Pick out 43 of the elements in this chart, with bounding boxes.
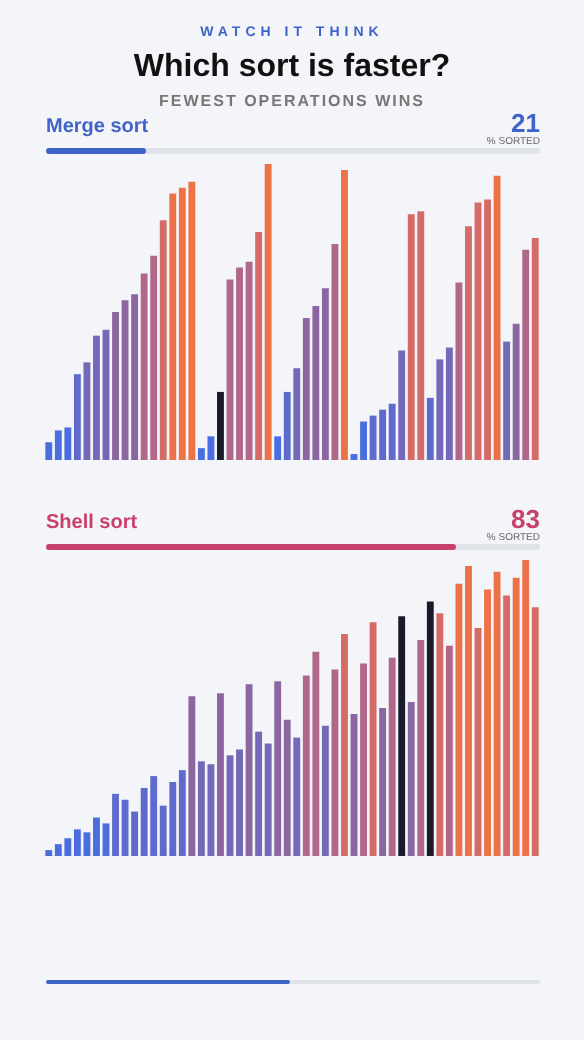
bar (522, 249, 530, 460)
bar (512, 323, 520, 460)
bar (245, 684, 253, 856)
bar (293, 368, 301, 460)
bar (493, 175, 501, 460)
bar (388, 657, 396, 856)
bar (331, 243, 339, 460)
bar (360, 663, 367, 856)
bar (426, 397, 434, 460)
bar (188, 696, 196, 856)
bar (341, 169, 348, 460)
text: 83 (511, 504, 540, 534)
bar (341, 634, 348, 856)
bar (264, 164, 272, 460)
bar (217, 693, 224, 856)
bar (398, 350, 406, 460)
bar (293, 737, 301, 856)
chart-title: Merge sort (46, 116, 149, 138)
bar (255, 232, 263, 460)
text: FEWEST OPERATIONS WINS (157, 92, 427, 110)
bar (445, 645, 453, 856)
bar (331, 669, 339, 856)
bar (503, 341, 511, 460)
bar (73, 374, 81, 460)
bar (398, 616, 406, 856)
bar (407, 702, 415, 856)
bar (531, 238, 539, 460)
bar (274, 436, 282, 460)
bar (455, 282, 463, 460)
bar (531, 607, 539, 856)
bar (426, 601, 434, 856)
bar (436, 613, 444, 856)
bar (283, 391, 291, 460)
bar (503, 595, 511, 856)
bar (369, 622, 377, 856)
bar (417, 639, 425, 856)
bar (321, 725, 329, 856)
chart-title: Shell sort (46, 512, 138, 534)
bar (217, 391, 224, 460)
text: Which sort is faster? (131, 50, 453, 86)
bar (379, 708, 387, 856)
bar (159, 220, 167, 460)
text: 21 (511, 108, 540, 138)
